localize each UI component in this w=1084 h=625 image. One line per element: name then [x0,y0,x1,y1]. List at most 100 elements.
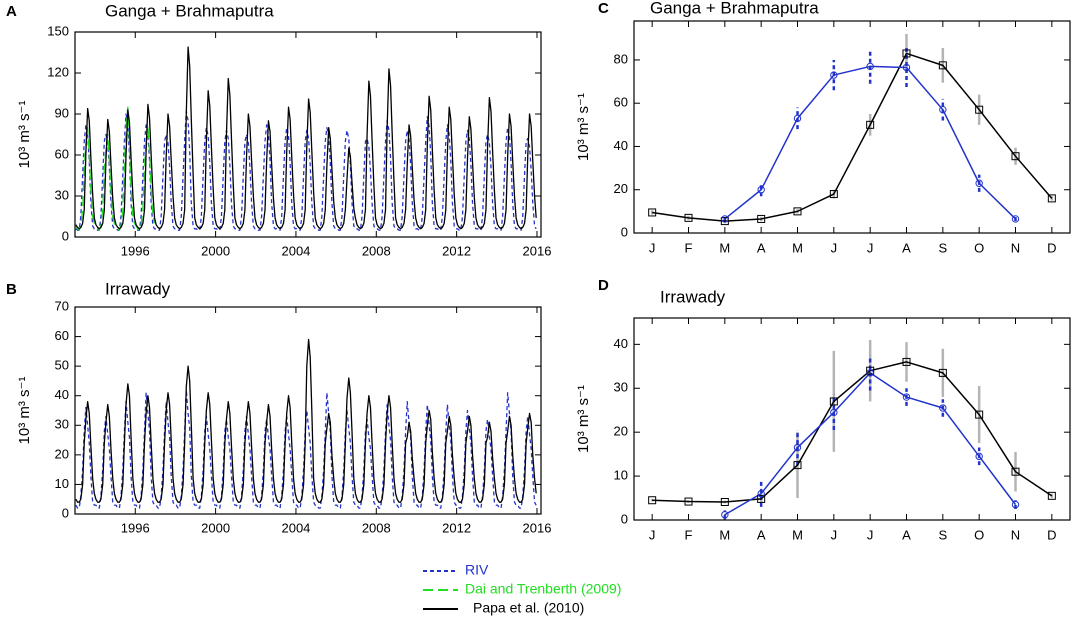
marker [793,207,802,216]
x-tick-label: 2004 [281,520,310,535]
x-tick-label: 2000 [201,243,230,258]
x-tick-label: A [902,527,911,542]
x-tick-label: O [974,527,984,542]
y-tick-label: 150 [47,23,69,38]
x-tick-label: 2008 [362,243,391,258]
series-line [652,361,1053,503]
x-tick-label: M [719,240,730,255]
series-line [75,46,537,230]
panel-letter: B [6,281,17,298]
x-tick-label: J [831,527,838,542]
x-tick-label: S [938,527,947,542]
y-axis-label: 10³ m³ s⁻¹ [16,101,33,169]
y-tick-label: 20 [614,181,628,196]
y-tick-label: 60 [614,95,628,110]
x-tick-label: A [757,240,766,255]
marker [830,71,838,79]
series-line [724,372,1017,516]
x-tick-label: J [867,527,874,542]
x-tick-label: J [831,240,838,255]
chart-title: Irrawady [105,279,171,298]
x-tick-label: 2012 [442,243,471,258]
marker [866,369,874,377]
y-tick-label: 50 [55,358,69,373]
panel-letter: C [598,0,609,17]
panel-letter: D [598,277,609,294]
x-tick-label: O [974,240,984,255]
y-tick-label: 10 [614,468,628,483]
marker [684,213,693,222]
y-tick-label: 90 [55,105,69,120]
marker [902,393,911,401]
plot-frame [74,31,542,238]
x-tick-label: M [792,240,803,255]
y-tick-label: 40 [55,387,69,402]
marker [902,49,911,58]
x-tick-label: 2016 [523,520,552,535]
x-tick-label: N [1011,240,1020,255]
chart-title: Ganga + Brahmaputra [650,0,819,17]
y-tick-label: 40 [614,336,628,351]
x-tick-label: A [902,240,911,255]
marker [866,120,875,129]
y-tick-label: 30 [55,187,69,202]
marker [721,511,729,519]
marker [757,494,766,503]
y-tick-label: 0 [62,505,69,520]
x-tick-label: 2000 [201,520,230,535]
x-tick-label: J [649,527,656,542]
series-line [652,52,1053,222]
marker [684,497,693,506]
y-tick-label: 0 [621,224,628,239]
y-tick-label: 0 [62,228,69,243]
series-line [724,65,1017,220]
x-tick-label: 2012 [442,520,471,535]
y-axis-label: 10³ m³ s⁻¹ [575,93,592,161]
marker [793,114,802,123]
legend-label: Dai and Trenberth (2009) [465,581,621,597]
marker [1047,491,1056,500]
marker [866,62,874,71]
marker [938,368,947,377]
marker [866,366,875,375]
marker [648,496,657,505]
y-tick-label: 40 [614,138,628,153]
y-tick-label: 20 [55,446,69,461]
y-tick-label: 60 [55,328,69,343]
plot-frame [633,20,1071,234]
y-axis-label: 10³ m³ s⁻¹ [16,377,33,445]
y-tick-label: 30 [55,417,69,432]
x-tick-label: D [1047,240,1056,255]
series-line [75,110,537,231]
marker [721,215,729,223]
x-tick-label: M [792,527,803,542]
marker [648,208,657,217]
marker [939,105,947,114]
x-tick-label: J [867,240,874,255]
x-tick-label: 1996 [121,243,150,258]
y-tick-label: 80 [614,51,628,66]
y-tick-label: 120 [47,64,69,79]
y-tick-label: 0 [621,511,628,526]
marker [1047,194,1056,203]
y-tick-label: 30 [614,380,628,395]
y-tick-label: 10 [55,476,69,491]
marker [1011,467,1020,476]
x-tick-label: F [685,527,693,542]
marker [1011,500,1020,509]
marker [975,410,984,419]
marker [720,217,729,226]
marker [902,63,911,72]
plot-frame [74,306,542,515]
marker [757,489,765,498]
x-tick-label: D [1047,527,1056,542]
x-tick-label: 2004 [281,243,310,258]
y-tick-label: 20 [614,424,628,439]
panel-letter: A [6,3,17,20]
x-tick-label: 2008 [362,520,391,535]
marker [829,190,838,199]
marker [1011,152,1020,161]
x-tick-label: F [685,240,693,255]
marker [939,404,947,412]
